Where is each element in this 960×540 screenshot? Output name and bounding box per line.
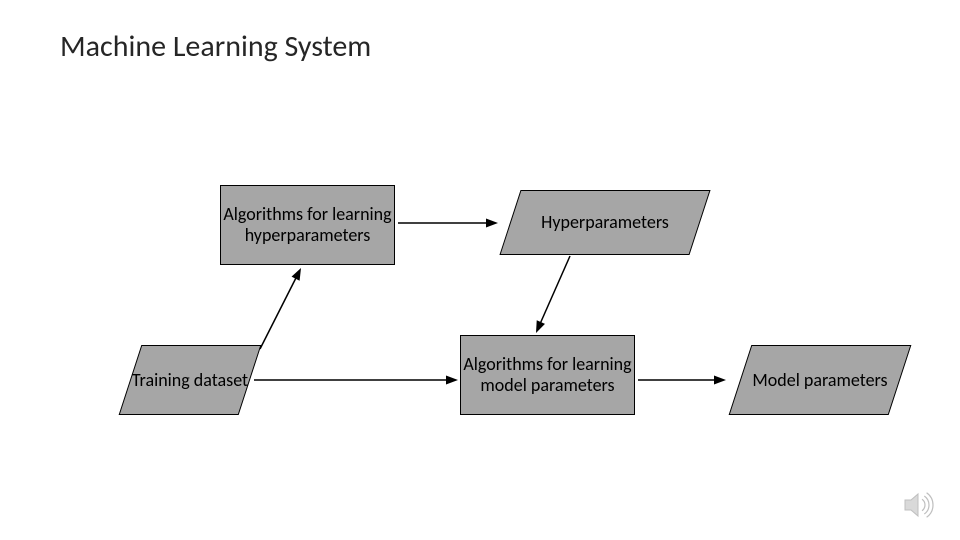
node-label: Algorithms for learning model parameters xyxy=(460,354,635,395)
page-title: Machine Learning System xyxy=(60,28,371,65)
speaker-icon xyxy=(902,488,936,522)
node-training-dataset: Training dataset xyxy=(130,345,250,415)
node-label: Model parameters xyxy=(752,370,887,391)
node-alg-hyperparameters: Algorithms for learning hyperparameters xyxy=(220,185,395,265)
node-label: Algorithms for learning hyperparameters xyxy=(220,204,395,245)
node-hyperparameters: Hyperparameters xyxy=(510,190,700,255)
arrows-layer xyxy=(0,0,960,540)
node-alg-model-parameters: Algorithms for learning model parameters xyxy=(460,335,635,415)
node-model-parameters: Model parameters xyxy=(740,345,900,415)
node-label: Hyperparameters xyxy=(541,212,669,233)
node-label: Training dataset xyxy=(132,370,248,391)
